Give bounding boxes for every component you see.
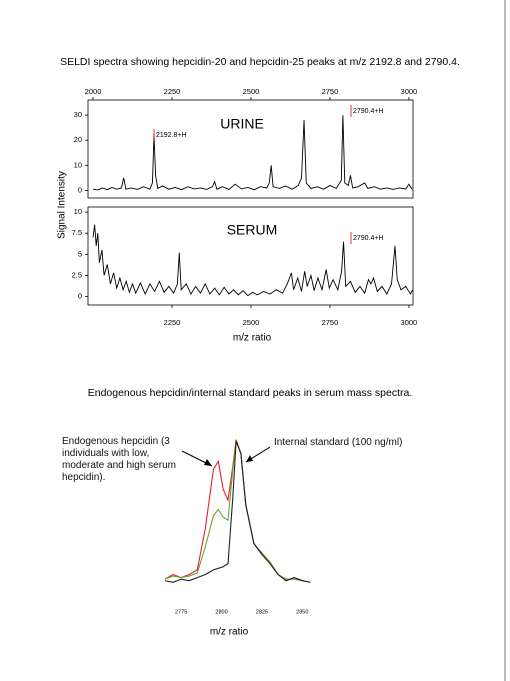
y-tick-label: 7.5: [72, 228, 82, 237]
x-tick-label: 2850: [296, 609, 308, 615]
annotation: 2790.4+H: [353, 235, 384, 242]
arrow-head: [246, 455, 253, 462]
chart-title: SELDI spectra showing hepcidin-20 and he…: [60, 56, 460, 68]
annotation: SERUM: [227, 222, 278, 238]
chart-title: Endogenous hepcidin/internal standard pe…: [88, 387, 413, 399]
x-tick-label: 2000: [85, 87, 102, 96]
x-tick-label: 2500: [243, 318, 260, 327]
series-line: [164, 441, 311, 583]
annotation: URINE: [220, 116, 264, 132]
x-tick-label: 2250: [164, 318, 181, 327]
y-axis-label: Signal Intensity: [57, 171, 68, 239]
x-tick-label: 2500: [243, 87, 260, 96]
x-tick-label: 2250: [164, 87, 181, 96]
arrow-head: [204, 459, 212, 466]
y-tick-label: 2.5: [72, 270, 82, 279]
annotation: 2192.8+H: [156, 132, 187, 139]
y-tick-label: 30: [74, 110, 82, 119]
x-tick-label: 3000: [401, 318, 418, 327]
x-axis-label: m/z ratio: [210, 627, 249, 638]
y-tick-label: 10: [74, 207, 82, 216]
series-line: [92, 115, 413, 191]
plot-frame: [87, 206, 414, 306]
x-axis-label: m/z ratio: [233, 333, 272, 344]
y-tick-label: 0: [78, 292, 82, 301]
y-tick-label: 5: [78, 249, 82, 258]
y-tick-label: 20: [74, 135, 82, 144]
x-tick-label: 2825: [256, 609, 268, 615]
x-tick-label: 2750: [322, 318, 339, 327]
x-tick-label: 3000: [401, 87, 418, 96]
annotation: Endogenous hepcidin (3 individuals with …: [62, 436, 176, 483]
y-tick-label: 10: [74, 160, 82, 169]
series-line: [92, 224, 414, 297]
y-tick-label: 0: [78, 185, 82, 194]
x-tick-label: 2800: [215, 609, 227, 615]
x-tick-label: 2750: [322, 87, 339, 96]
annotation: Internal standard (100 ng/ml): [274, 437, 403, 448]
plot-frame: [87, 99, 414, 199]
x-tick-label: 2775: [175, 609, 187, 615]
series-line: [164, 441, 311, 583]
annotation: 2790.4+H: [353, 108, 384, 115]
